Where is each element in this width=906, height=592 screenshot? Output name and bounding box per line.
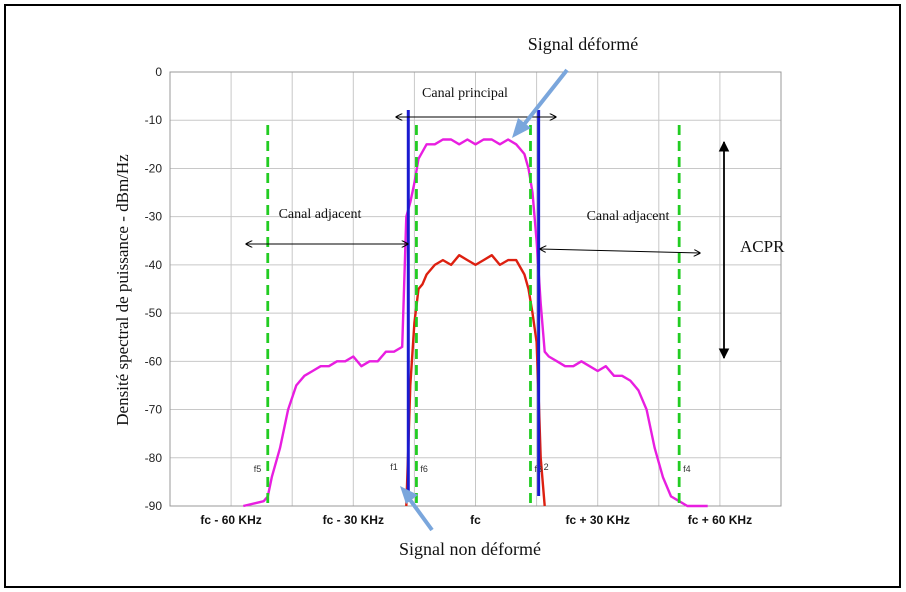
x-tick-label: fc + 30 KHz bbox=[566, 513, 630, 527]
series-line-1 bbox=[405, 254, 546, 507]
signal-non-deforme-label: Signal non déformé bbox=[399, 539, 541, 559]
y-tick-label: -90 bbox=[145, 499, 163, 513]
figure-frame bbox=[4, 4, 901, 588]
signal-non-deforme-arrowhead bbox=[400, 486, 418, 504]
y-tick-label: -40 bbox=[145, 258, 163, 272]
grid bbox=[169, 71, 782, 507]
canal-adjacent-right-label: Canal adjacent bbox=[587, 209, 670, 224]
plot-area bbox=[169, 71, 782, 507]
signal-deforme-label: Signal déformé bbox=[528, 34, 638, 54]
series-lines bbox=[243, 138, 708, 508]
y-tick-label: -10 bbox=[145, 113, 163, 127]
series-line-0 bbox=[243, 138, 708, 508]
marker-label: f5 bbox=[254, 464, 262, 474]
y-axis-ticks: 0 -10 -20 -30 -40 -50 -60 -70 -80 -90 bbox=[145, 65, 163, 513]
y-tick-label: -70 bbox=[145, 403, 163, 417]
y-tick-label: -30 bbox=[145, 210, 163, 224]
y-tick-label: -80 bbox=[145, 451, 163, 465]
x-tick-label: fc bbox=[470, 513, 481, 527]
marker-label: f1 bbox=[390, 462, 398, 472]
vertical-markers: f5f6f3f4f12 bbox=[254, 110, 691, 506]
y-tick-label: -20 bbox=[145, 161, 163, 175]
x-tick-label: fc - 30 KHz bbox=[323, 513, 384, 527]
y-tick-label: 0 bbox=[155, 65, 162, 79]
signal-deforme-arrow bbox=[520, 68, 569, 129]
marker-label: f4 bbox=[683, 464, 691, 474]
canal-adjacent-right-arrow bbox=[540, 249, 700, 253]
y-tick-label: -50 bbox=[145, 306, 163, 320]
marker-label: f6 bbox=[420, 464, 428, 474]
x-tick-label: fc - 60 KHz bbox=[200, 513, 261, 527]
x-axis-ticks: fc - 60 KHz fc - 30 KHz fc fc + 30 KHz fc + … bbox=[200, 513, 752, 527]
signal-deforme-arrowhead bbox=[512, 118, 531, 138]
signal-non-deforme-arrow bbox=[406, 495, 434, 532]
y-axis-label: Densité spectral de puissance - dBm/Hz bbox=[113, 154, 132, 426]
x-tick-label: fc + 60 KHz bbox=[688, 513, 752, 527]
y-tick-label: -60 bbox=[145, 354, 163, 368]
marker-label: 2 bbox=[544, 462, 549, 472]
canal-adjacent-left-label: Canal adjacent bbox=[279, 207, 362, 222]
canal-principal-label: Canal principal bbox=[422, 86, 508, 101]
acpr-label: ACPR bbox=[740, 237, 785, 256]
